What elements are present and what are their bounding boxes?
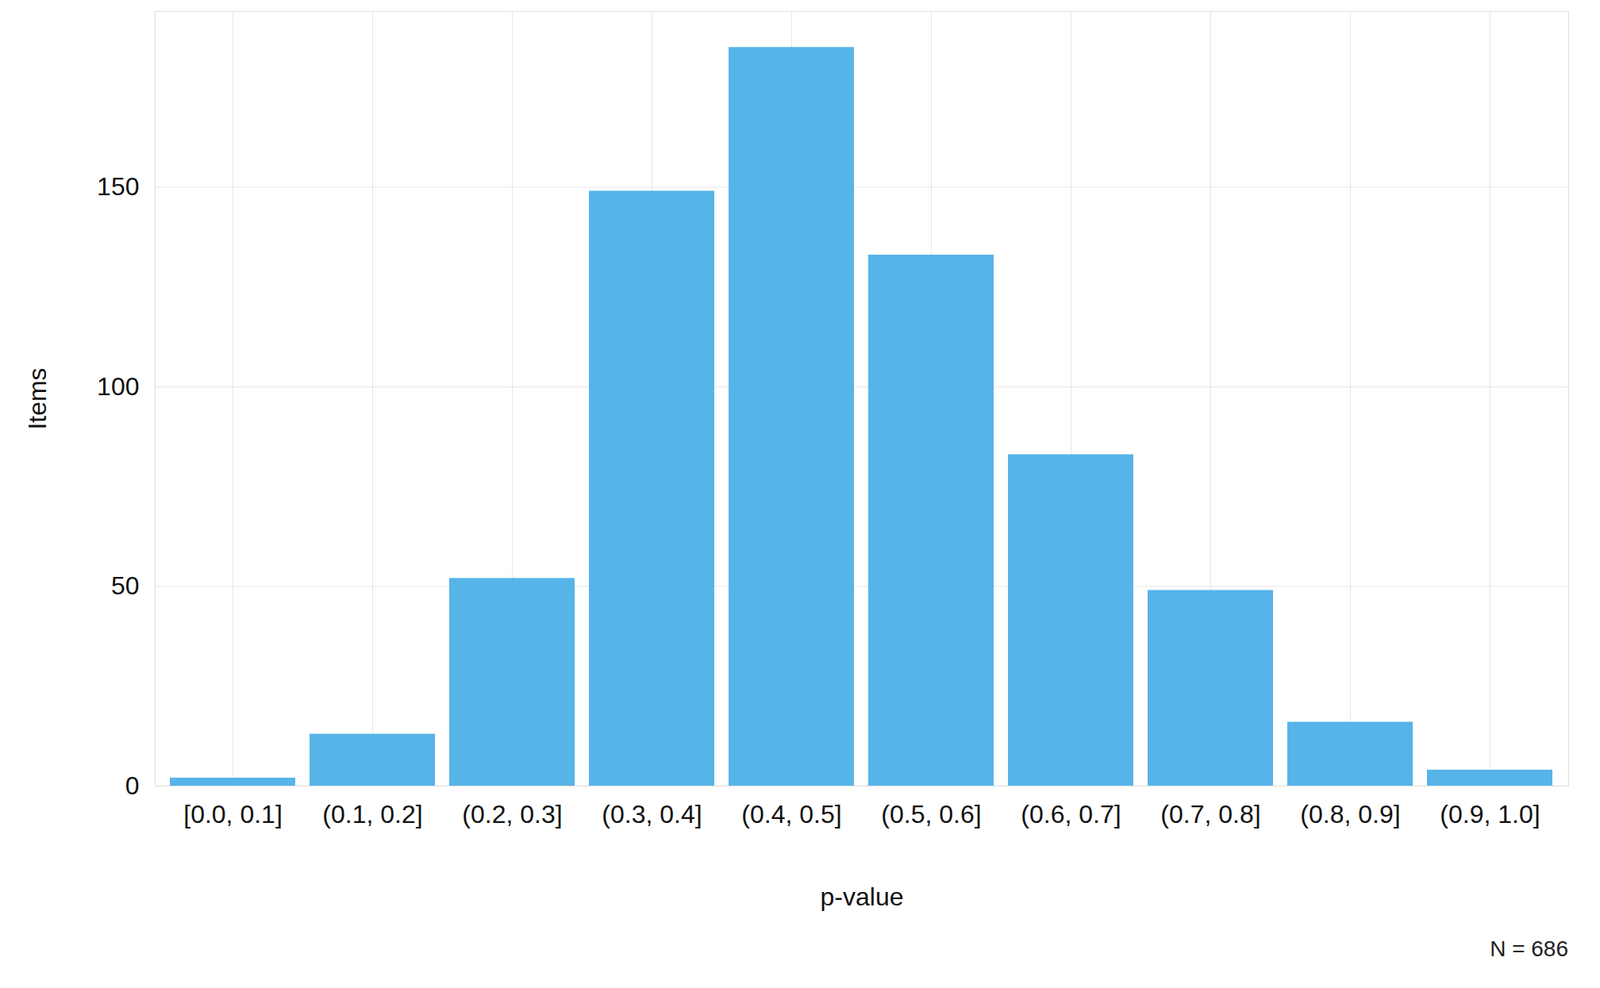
svg-text:(0.6, 0.7]: (0.6, 0.7] bbox=[1020, 800, 1121, 829]
svg-text:150: 150 bbox=[96, 172, 139, 201]
svg-text:Items: Items bbox=[23, 367, 52, 430]
svg-text:[0.0, 0.1]: [0.0, 0.1] bbox=[183, 800, 283, 829]
svg-text:0: 0 bbox=[125, 771, 140, 800]
svg-text:(0.8, 0.9]: (0.8, 0.9] bbox=[1300, 800, 1400, 829]
html-text:N = 686: N = 686 bbox=[1489, 936, 1569, 962]
svg-text:(0.3, 0.4]: (0.3, 0.4] bbox=[601, 800, 702, 829]
svg-text:(0.4, 0.5]: (0.4, 0.5] bbox=[741, 800, 842, 829]
svg-text:(0.9, 1.0]: (0.9, 1.0] bbox=[1439, 800, 1540, 829]
svg-text:50: 50 bbox=[111, 571, 140, 600]
svg-text:(0.2, 0.3]: (0.2, 0.3] bbox=[461, 800, 562, 829]
svg-text:p-value: p-value bbox=[820, 882, 904, 912]
svg-text:(0.5, 0.6]: (0.5, 0.6] bbox=[880, 800, 981, 829]
svg-text:100: 100 bbox=[96, 372, 139, 401]
svg-text:(0.1, 0.2]: (0.1, 0.2] bbox=[322, 800, 423, 829]
svg-text:(0.7, 0.8]: (0.7, 0.8] bbox=[1160, 800, 1261, 829]
